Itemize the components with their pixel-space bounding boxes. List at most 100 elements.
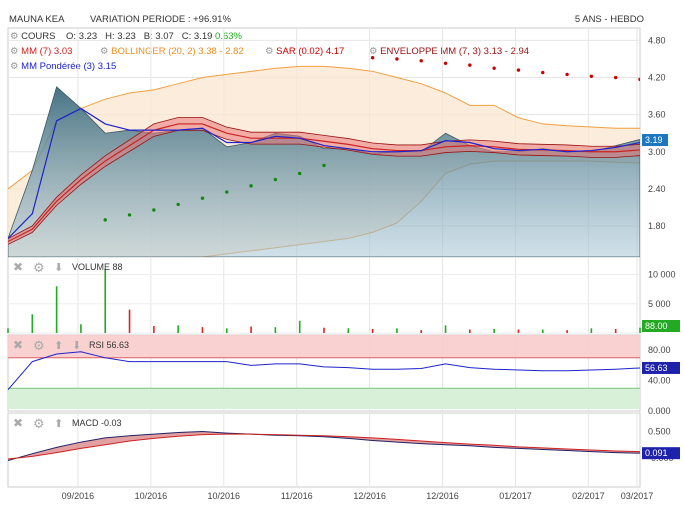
x-tick-label: 02/2017 <box>572 491 605 501</box>
arrow-up-icon[interactable]: ⬆ <box>54 418 63 430</box>
rsi-line <box>7 351 641 391</box>
gear-icon[interactable]: ⚙ <box>10 61 19 72</box>
sar-dot <box>516 68 521 72</box>
y-tick-label: 1.80 <box>648 221 666 231</box>
x-tick-label: 01/2017 <box>499 491 532 501</box>
volume-bar <box>274 327 277 333</box>
sar-dot <box>200 196 205 200</box>
volume-bar <box>347 328 350 333</box>
legend-enveloppe[interactable]: ⚙ ENVELOPPE MM (7, 3) 3.13 - 2.94 <box>369 46 530 57</box>
x-tick-label: 09/2016 <box>62 491 95 501</box>
volume-bar <box>31 314 34 333</box>
volume-bar <box>541 329 544 333</box>
sar-dot <box>443 61 448 65</box>
macd-title: MACD -0.03 <box>72 418 122 428</box>
x-tick-label: 03/2017 <box>621 491 654 501</box>
sar-dot <box>419 59 423 63</box>
x-tick-label: 12/2016 <box>353 491 386 501</box>
gear-icon[interactable]: ⚙ <box>100 46 109 57</box>
price-plot <box>8 56 640 257</box>
gear-icon[interactable]: ⚙ <box>369 46 378 57</box>
period-selector[interactable]: 5 ANS - HEBDO <box>574 14 644 25</box>
sar-dot <box>249 184 253 188</box>
y-tick-label: 80.00 <box>648 345 671 355</box>
y-tick-label: 4.20 <box>648 73 666 83</box>
sar-dot <box>225 190 229 194</box>
y-tick-label: 5 000 <box>648 299 671 309</box>
arrow-down-icon[interactable]: ⬇ <box>54 262 63 274</box>
macd-layer <box>7 430 641 462</box>
last-price-badge <box>642 134 668 147</box>
gear-icon[interactable]: ⚙ <box>33 260 45 275</box>
sar-dot <box>370 56 375 60</box>
enveloppe-lower-line <box>8 129 640 245</box>
gear-icon[interactable]: ⚙ <box>33 416 45 431</box>
sar-dot <box>297 171 302 176</box>
sar-dot <box>541 70 545 75</box>
rsi-overbought-zone <box>8 335 640 358</box>
enveloppe-upper-line <box>8 117 640 240</box>
volume-title: VOLUME 88 <box>72 262 123 272</box>
sar-dot <box>152 208 156 212</box>
sar-dot <box>638 77 640 82</box>
arrow-down-icon[interactable]: ⬇ <box>72 340 81 352</box>
volume-bar <box>55 286 58 333</box>
macd-line <box>7 430 641 462</box>
legend-cours[interactable]: ⚙ COURS O: 3.23 H: 3.23 B: 3.07 C: 3.19 … <box>10 31 242 42</box>
sar-dot <box>103 218 107 222</box>
macd-signal-line <box>7 433 641 460</box>
rsi-badge-text: 56.63 <box>645 363 668 373</box>
mm-ponderee-line <box>8 107 640 239</box>
y-tick-label: 3.60 <box>648 110 666 120</box>
sar-dot <box>322 163 326 168</box>
rsi-badge <box>642 361 680 374</box>
close-icon[interactable]: ✖ <box>13 260 23 274</box>
volume-badge-text: 88.00 <box>645 321 668 331</box>
volume-bar <box>444 325 447 333</box>
close-icon[interactable]: ✖ <box>13 338 23 352</box>
gear-icon[interactable]: ⚙ <box>10 46 19 57</box>
legend-bollinger[interactable]: ⚙ BOLLINGER (20, 2) 3.38 - 2.82 <box>100 46 244 57</box>
volume-bar <box>80 324 82 333</box>
rsi-toolbar: ✖ ⚙ ⬆ ⬇ RSI 56.63 <box>13 338 129 353</box>
rsi-layer <box>7 335 641 409</box>
y-tick-label: 2.40 <box>648 184 666 194</box>
volume-bar <box>128 309 131 333</box>
price-layer <box>8 56 640 257</box>
last-price-text: 3.19 <box>645 135 663 145</box>
sar-dot <box>492 66 496 70</box>
gear-icon[interactable]: ⚙ <box>10 31 19 42</box>
volume-toolbar: ✖ ⚙ ⬇ VOLUME 88 <box>13 260 123 275</box>
rsi-title: RSI 56.63 <box>89 340 129 350</box>
y-tick-label: 40.00 <box>648 376 671 386</box>
volume-bar <box>250 326 252 333</box>
legend-mm-ponderee[interactable]: ⚙ MM Pondérée (3) 3.15 <box>10 61 117 72</box>
variation-periode: VARIATION PERIODE : +96.91% <box>90 14 231 25</box>
volume-bar <box>566 330 568 333</box>
legend-sar[interactable]: ⚙ SAR (0.02) 4.17 <box>265 46 345 57</box>
volume-bar <box>590 328 593 333</box>
sar-dot <box>395 57 399 61</box>
gear-icon[interactable]: ⚙ <box>265 46 274 57</box>
close-icon[interactable]: ✖ <box>13 416 23 430</box>
enveloppe-band <box>8 117 640 245</box>
sar-dot <box>613 75 618 80</box>
x-tick-label: 10/2016 <box>207 491 240 501</box>
volume-bar <box>225 328 228 333</box>
volume-bar <box>493 328 495 333</box>
rsi-oversold-zone <box>8 388 640 409</box>
legend-mm[interactable]: ⚙ MM (7) 3.03 <box>10 46 73 57</box>
x-tick-label: 11/2016 <box>281 491 313 501</box>
x-tick-label: 10/2016 <box>135 491 168 501</box>
sar-dot <box>589 74 594 78</box>
y-tick-label: 0.500 <box>648 427 671 437</box>
volume-bar <box>177 325 179 333</box>
arrow-up-icon[interactable]: ⬆ <box>54 340 63 352</box>
sar-dot <box>273 177 278 182</box>
volume-bar <box>517 329 520 333</box>
volume-bar <box>469 329 471 333</box>
gear-icon[interactable]: ⚙ <box>33 338 45 353</box>
macd-badge <box>642 447 680 460</box>
volume-bar <box>396 328 398 333</box>
